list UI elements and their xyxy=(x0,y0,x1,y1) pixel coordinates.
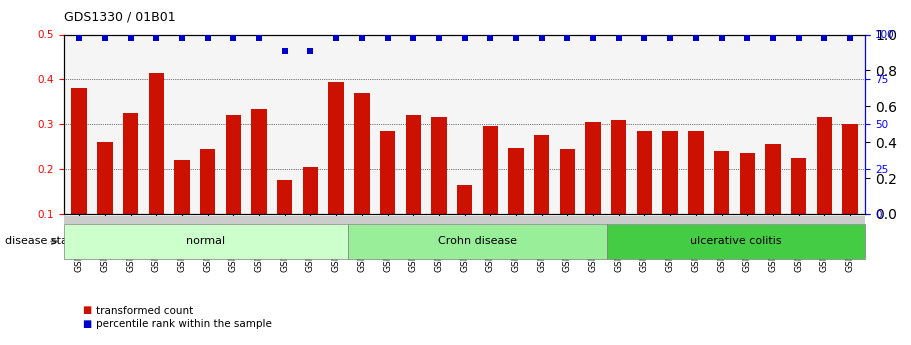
Text: GDS1330 / 01B01: GDS1330 / 01B01 xyxy=(64,10,176,23)
Bar xyxy=(123,113,138,259)
Point xyxy=(508,35,523,41)
Point xyxy=(406,35,421,41)
Point xyxy=(560,35,575,41)
Bar xyxy=(740,153,755,259)
Point xyxy=(765,35,780,41)
Bar xyxy=(559,149,575,259)
Point xyxy=(792,35,806,41)
Point xyxy=(97,35,112,41)
Bar xyxy=(508,148,524,259)
Point xyxy=(251,35,266,41)
Point xyxy=(586,35,600,41)
Point xyxy=(149,35,164,41)
Bar xyxy=(200,149,215,259)
Point xyxy=(714,35,729,41)
Point xyxy=(535,35,549,41)
Point xyxy=(611,35,626,41)
Bar xyxy=(174,160,189,259)
Bar xyxy=(843,124,858,259)
Point xyxy=(457,35,472,41)
Point xyxy=(637,35,651,41)
Text: Crohn disease: Crohn disease xyxy=(438,237,517,246)
Text: disease state: disease state xyxy=(5,237,78,246)
Point xyxy=(200,35,215,41)
Text: ■: ■ xyxy=(82,319,91,329)
Point xyxy=(72,35,87,41)
Text: normal: normal xyxy=(187,237,226,246)
Bar xyxy=(251,108,267,259)
Point xyxy=(123,35,138,41)
Bar xyxy=(611,120,627,259)
Bar xyxy=(765,144,781,259)
Text: transformed count: transformed count xyxy=(96,306,193,315)
Bar xyxy=(688,131,703,259)
Point xyxy=(380,35,394,41)
Bar xyxy=(816,117,832,259)
Bar xyxy=(534,135,549,259)
Bar xyxy=(714,151,730,259)
Bar xyxy=(97,142,113,259)
Bar xyxy=(380,131,395,259)
Bar xyxy=(431,117,446,259)
Point xyxy=(354,35,369,41)
Text: ■: ■ xyxy=(82,306,91,315)
Point xyxy=(483,35,497,41)
Bar xyxy=(277,180,292,259)
Point xyxy=(817,35,832,41)
Bar xyxy=(637,131,652,259)
Bar xyxy=(354,93,370,259)
Text: ulcerative colitis: ulcerative colitis xyxy=(691,237,782,246)
Point xyxy=(663,35,678,41)
Bar xyxy=(148,73,164,259)
Point xyxy=(175,35,189,41)
Bar xyxy=(791,158,806,259)
Point xyxy=(689,35,703,41)
Bar xyxy=(483,126,498,259)
Point xyxy=(329,35,343,41)
Point xyxy=(843,35,857,41)
Text: percentile rank within the sample: percentile rank within the sample xyxy=(96,319,271,329)
Bar xyxy=(226,115,241,259)
Point xyxy=(432,35,446,41)
Bar xyxy=(662,131,678,259)
Point xyxy=(740,35,754,41)
Bar xyxy=(71,88,87,259)
Point xyxy=(303,48,318,53)
Point xyxy=(278,48,292,53)
Point xyxy=(226,35,241,41)
Bar xyxy=(586,122,600,259)
Bar xyxy=(405,115,421,259)
Bar xyxy=(457,185,472,259)
Bar xyxy=(329,81,343,259)
Bar xyxy=(302,167,318,259)
